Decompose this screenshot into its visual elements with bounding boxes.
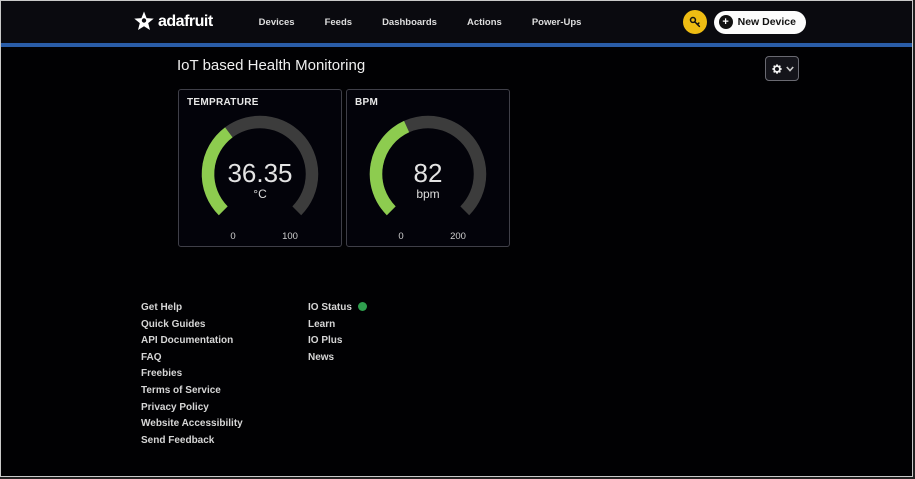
gauge-max-label: 100 (282, 231, 298, 242)
api-key-button[interactable] (682, 10, 707, 34)
nav-item-feeds[interactable]: Feeds (324, 16, 353, 28)
footer-column-io: IO Status Learn IO Plus News (308, 297, 475, 446)
status-ok-dot (357, 302, 367, 311)
top-nav-bar: adafruit Devices Feeds Dashboards Action… (1, 1, 912, 43)
nav-item-power-ups[interactable]: Power-Ups (531, 16, 582, 28)
gauge-fill (201, 127, 233, 216)
new-device-label: New Device (737, 16, 796, 28)
dashboard-title: IoT based Health Monitoring (177, 57, 366, 74)
gauge-max-label: 200 (450, 231, 466, 242)
footer-link-freebies[interactable]: Freebies (141, 368, 183, 380)
footer-link-io-status[interactable]: IO Status (308, 302, 367, 313)
footer-link-news[interactable]: News (308, 351, 335, 363)
key-icon (689, 16, 700, 28)
dashboard-blocks: TEMPRATURE 36.35 °C 0 100 BPM 82 bpm 0 2… (178, 89, 510, 247)
dashboard-settings-button[interactable] (765, 56, 799, 81)
header-accent-divider (1, 43, 912, 47)
new-device-button[interactable]: + New Device (713, 10, 806, 34)
nav-item-dashboards[interactable]: Dashboards (382, 16, 437, 28)
gauge-title: TEMPRATURE (187, 97, 259, 108)
bpm-gauge: 82 bpm 0 200 (369, 115, 487, 242)
gauge-value: 82 (414, 158, 443, 188)
logo-text: adafruit (158, 13, 213, 30)
gauge-min-label: 0 (398, 231, 403, 242)
nav-item-devices[interactable]: Devices (258, 16, 295, 28)
footer-link-send-feedback[interactable]: Send Feedback (141, 434, 215, 446)
footer-column-help: Get Help Quick Guides API Documentation … (141, 297, 308, 446)
footer-link-terms-of-service[interactable]: Terms of Service (141, 384, 221, 396)
gauge-card-temperature: TEMPRATURE 36.35 °C 0 100 (178, 89, 342, 247)
footer-link-privacy-policy[interactable]: Privacy Policy (141, 401, 209, 413)
gauge-unit: °C (253, 187, 267, 201)
temperature-gauge: 36.35 °C 0 100 (201, 115, 319, 242)
nav-item-actions[interactable]: Actions (466, 16, 502, 28)
gear-icon (771, 63, 782, 74)
footer-link-website-accessibility[interactable]: Website Accessibility (141, 418, 243, 430)
main-nav: Devices Feeds Dashboards Actions Power-U… (229, 11, 582, 34)
footer-link-faq[interactable]: FAQ (141, 351, 162, 363)
gauge-title: BPM (355, 97, 379, 108)
footer-link-io-plus[interactable]: IO Plus (308, 335, 343, 347)
plus-icon: + (718, 15, 733, 29)
topbar-right: + New Device (682, 10, 806, 34)
footer: Get Help Quick Guides API Documentation … (141, 297, 475, 446)
chevron-down-icon (785, 65, 794, 72)
gauge-min-label: 0 (230, 231, 235, 242)
footer-link-quick-guides[interactable]: Quick Guides (141, 318, 206, 330)
adafruit-star-icon (134, 11, 154, 30)
adafruit-logo[interactable]: adafruit (132, 10, 213, 34)
gauge-unit: bpm (416, 187, 439, 201)
footer-link-learn[interactable]: Learn (308, 318, 336, 330)
footer-link-get-help[interactable]: Get Help (141, 302, 183, 313)
gauge-card-bpm: BPM 82 bpm 0 200 (346, 89, 510, 247)
gauge-fill (369, 120, 410, 216)
footer-link-api-documentation[interactable]: API Documentation (141, 335, 234, 347)
gauge-value: 36.35 (227, 158, 292, 188)
